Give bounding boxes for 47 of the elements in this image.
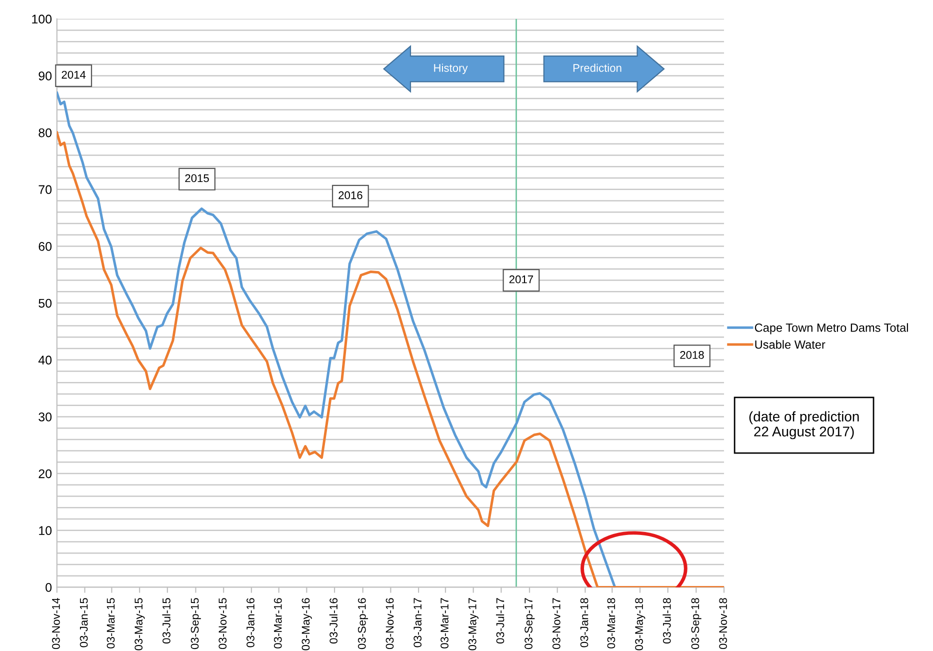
line-series bbox=[56, 92, 616, 588]
x-tick-label: 03-May-18 bbox=[635, 598, 646, 650]
y-tick-label: 80 bbox=[38, 128, 52, 138]
x-tick-label: 03-Jul-16 bbox=[329, 598, 338, 644]
x-tick-label: 03-Jul-18 bbox=[662, 598, 671, 644]
y-tick-label: 100 bbox=[32, 14, 52, 24]
x-tick-label: 03-Sep-16 bbox=[358, 598, 368, 650]
y-tick-label: 10 bbox=[39, 526, 52, 536]
y-tick-label: 30 bbox=[38, 412, 52, 422]
x-tick-label: 03-Nov-16 bbox=[386, 598, 394, 650]
x-tick-label: 03-Jul-17 bbox=[496, 598, 504, 644]
x-tick-label: 03-Jan-16 bbox=[246, 598, 254, 648]
x-tick-label: 03-Nov-17 bbox=[552, 598, 560, 650]
x-tick-label: 03-Nov-18 bbox=[719, 598, 727, 650]
annotation: 2015 bbox=[185, 174, 209, 182]
x-tick-label: 03-Mar-17 bbox=[440, 598, 448, 648]
x-tick-label: 03-Mar-18 bbox=[607, 598, 616, 648]
x-tick-label: 03-Jan-17 bbox=[414, 598, 422, 648]
x-tick-label: 03-May-17 bbox=[468, 598, 479, 650]
y-tick-label: 50 bbox=[38, 298, 52, 308]
legend-label: Cape Town Metro Dams Total bbox=[754, 323, 908, 334]
x-tick-label: 03-May-15 bbox=[134, 598, 145, 650]
x-tick-label: 03-Nov-15 bbox=[218, 598, 227, 650]
text: (date of prediction 22 August 2017) bbox=[749, 411, 859, 440]
annotation: 2018 bbox=[680, 351, 704, 359]
y-tick-label: 20 bbox=[38, 469, 52, 478]
x-tick-label: 03-Jan-15 bbox=[80, 598, 88, 648]
annotation: 2016 bbox=[338, 191, 362, 200]
x-tick-label: 03-Mar-16 bbox=[274, 598, 282, 648]
y-tick-label: 90 bbox=[38, 72, 52, 80]
annotation: 2017 bbox=[509, 275, 534, 284]
x-tick-label: 03-May-16 bbox=[302, 598, 312, 650]
x-tick-label: 03-Sep-17 bbox=[524, 598, 535, 650]
x-tick-label: 03-Jan-18 bbox=[580, 598, 588, 648]
annotation: History bbox=[434, 64, 468, 74]
x-tick-label: 03-Jul-15 bbox=[162, 598, 170, 644]
annotation: Prediction bbox=[573, 64, 622, 72]
x-tick-label: 03-Sep-15 bbox=[190, 598, 201, 650]
x-tick-label: 03-Sep-18 bbox=[691, 598, 702, 650]
y-tick-label: 70 bbox=[38, 185, 52, 194]
y-tick-label: 40 bbox=[38, 356, 52, 365]
annotation: 2014 bbox=[62, 70, 86, 79]
y-tick-label: 0 bbox=[46, 583, 52, 592]
x-tick-label: 03-Nov-14 bbox=[52, 598, 60, 650]
y-tick-label: 60 bbox=[38, 242, 52, 251]
x-tick-label: 03-Mar-15 bbox=[106, 598, 115, 648]
legend-label: Usable Water bbox=[755, 340, 826, 349]
